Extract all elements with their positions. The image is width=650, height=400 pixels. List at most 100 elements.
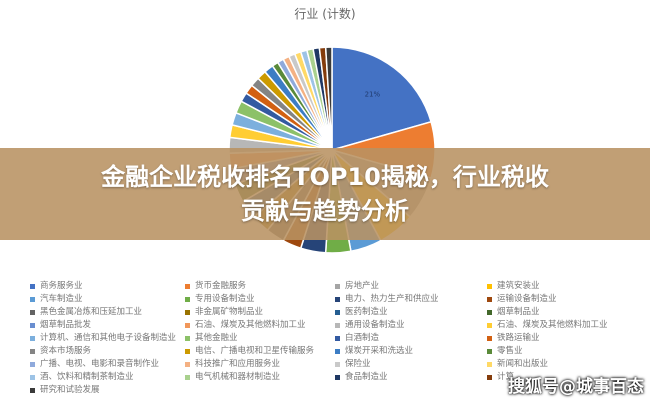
legend-label: 烟草制品业 — [497, 307, 540, 317]
legend-label: 建筑安装业 — [497, 281, 540, 291]
headline-line-2: 贡献与趋势分析 — [241, 197, 409, 225]
legend-swatch — [185, 362, 190, 367]
legend-item: 零售业 — [487, 345, 637, 358]
legend-item: 非金属矿物制品业 — [185, 306, 335, 319]
legend-swatch — [30, 349, 35, 354]
legend-item: 商务服务业 — [30, 280, 185, 293]
legend-label: 汽车制造业 — [40, 294, 83, 304]
headline-banner: 金融企业税收排名TOP10揭秘，行业税收 贡献与趋势分析 — [0, 148, 650, 240]
legend-swatch — [30, 388, 35, 393]
legend-item: 广播、电视、电影和录音制作业 — [30, 358, 185, 371]
legend-swatch — [185, 284, 190, 289]
legend-label: 电信、广播电视和卫星传输服务 — [195, 346, 315, 356]
pie-slice — [324, 46, 333, 151]
legend-label: 零售业 — [497, 346, 523, 356]
legend-swatch — [335, 310, 340, 315]
legend-item: 货币金融服务 — [185, 280, 335, 293]
legend-label: 科技推广和应用服务业 — [195, 359, 281, 369]
legend-swatch — [487, 362, 492, 367]
legend-label: 食品制造业 — [345, 372, 388, 382]
legend-swatch — [30, 310, 35, 315]
legend-item: 运输设备制造业 — [487, 293, 637, 306]
legend-swatch — [335, 336, 340, 341]
legend-swatch — [335, 284, 340, 289]
legend-label: 房地产业 — [345, 281, 380, 291]
legend-swatch — [487, 297, 492, 302]
legend-item: 资本市场服务 — [30, 345, 185, 358]
legend-label: 电力、热力生产和供应业 — [345, 294, 439, 304]
legend-item: 煤炭开采和洗选业 — [335, 345, 487, 358]
legend-item: 保险业 — [335, 358, 487, 371]
legend-swatch — [335, 323, 340, 328]
legend-swatch — [30, 284, 35, 289]
legend-label: 保险业 — [345, 359, 371, 369]
legend-item: 电信、广播电视和卫星传输服务 — [185, 345, 335, 358]
legend-label: 医药制造业 — [345, 307, 388, 317]
legend-label: 资本市场服务 — [40, 346, 92, 356]
legend-label: 新闻和出版业 — [497, 359, 549, 369]
legend-item: 白酒制造 — [335, 332, 487, 345]
legend-item: 石油、煤炭及其他燃料加工业 — [487, 319, 637, 332]
legend-label: 酒、饮料和精制茶制造业 — [40, 372, 134, 382]
legend-item: 汽车制造业 — [30, 293, 185, 306]
legend-item: 石油、煤炭及其他燃料加工业 — [185, 319, 335, 332]
legend-item: 新闻和出版业 — [487, 358, 637, 371]
legend-item: 电气机械和器材制造业 — [185, 371, 335, 384]
legend-swatch — [185, 297, 190, 302]
legend-swatch — [30, 375, 35, 380]
legend-label: 计算机、通信和其他电子设备制造业 — [40, 333, 177, 343]
legend-item: 科技推广和应用服务业 — [185, 358, 335, 371]
legend-swatch — [30, 297, 35, 302]
legend-swatch — [30, 336, 35, 341]
chart-title: 行业 (计数) — [294, 7, 356, 21]
legend-item: 建筑安装业 — [487, 280, 637, 293]
legend-swatch — [185, 336, 190, 341]
legend-label: 研究和试验发展 — [40, 385, 100, 395]
legend-swatch — [335, 375, 340, 380]
legend: 商务服务业 货币金融服务 房地产业 建筑安装业汽车制造业 专用设备制造业 电力、热力生产和… — [30, 280, 637, 397]
legend-item: 电力、热力生产和供应业 — [335, 293, 487, 306]
legend-label: 货币金融服务 — [195, 281, 247, 291]
legend-swatch — [487, 284, 492, 289]
legend-label: 石油、煤炭及其他燃料加工业 — [497, 320, 608, 330]
legend-swatch — [487, 310, 492, 315]
legend-label: 非金属矿物制品业 — [195, 307, 264, 317]
legend-swatch — [487, 323, 492, 328]
pie-slice — [331, 46, 432, 151]
legend-item: 房地产业 — [335, 280, 487, 293]
legend-swatch — [185, 323, 190, 328]
legend-item: 其他金融业 — [185, 332, 335, 345]
legend-swatch — [30, 362, 35, 367]
legend-item: 食品制造业 — [335, 371, 487, 384]
legend-label: 铁路运输业 — [497, 333, 540, 343]
legend-item: 专用设备制造业 — [185, 293, 335, 306]
legend-item: 烟草制品批发 — [30, 319, 185, 332]
legend-label: 石油、煤炭及其他燃料加工业 — [195, 320, 306, 330]
headline-line-1: 金融企业税收排名TOP10揭秘，行业税收 — [101, 163, 549, 191]
legend-item: 通用设备制造业 — [335, 319, 487, 332]
legend-item: 酒、饮料和精制茶制造业 — [30, 371, 185, 384]
legend-label: 商务服务业 — [40, 281, 83, 291]
legend-swatch — [335, 349, 340, 354]
legend-swatch — [185, 375, 190, 380]
legend-swatch — [185, 349, 190, 354]
legend-label: 白酒制造 — [345, 333, 380, 343]
legend-label: 运输设备制造业 — [497, 294, 557, 304]
legend-swatch — [335, 362, 340, 367]
legend-item: 铁路运输业 — [487, 332, 637, 345]
legend-swatch — [185, 310, 190, 315]
legend-label: 通用设备制造业 — [345, 320, 405, 330]
legend-label: 其他金融业 — [195, 333, 238, 343]
legend-item: 烟草制品业 — [487, 306, 637, 319]
watermark: 搜狐号@城事百态 — [508, 377, 644, 397]
legend-swatch — [487, 349, 492, 354]
legend-label: 电气机械和器材制造业 — [195, 372, 281, 382]
legend-label: 煤炭开采和洗选业 — [345, 346, 414, 356]
legend-label: 黑色金属冶炼和压延加工业 — [40, 307, 143, 317]
legend-item: 医药制造业 — [335, 306, 487, 319]
legend-swatch — [30, 323, 35, 328]
slice-data-label: 21% — [365, 91, 381, 99]
legend-item: 研究和试验发展 — [30, 384, 185, 397]
legend-label: 专用设备制造业 — [195, 294, 255, 304]
legend-label: 广播、电视、电影和录音制作业 — [40, 359, 160, 369]
